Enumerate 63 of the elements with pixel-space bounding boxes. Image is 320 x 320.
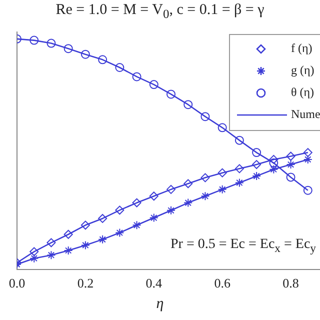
point [149,213,158,222]
point [200,192,210,201]
point [286,152,296,161]
x-tick-label: 0.0 [8,276,26,291]
point [115,62,124,72]
legend-label: f (η) [291,41,312,56]
x-tick-label: 0.4 [146,276,163,291]
point [80,50,90,59]
point [200,112,210,122]
annotation: Pr = 0.5 = Ec = Ec$_{x}$ = Ec$_{y}$ [170,237,316,255]
point [149,192,158,201]
x-tick-label: 0.8 [282,276,299,291]
point [269,164,278,174]
point [166,206,176,215]
point [46,250,56,260]
legend-label: θ (η) [291,85,314,100]
point [184,179,193,188]
point [234,178,244,188]
point [286,172,296,182]
x-axis-title: η [155,296,165,313]
x-tick-label: 0.6 [214,276,231,291]
chart-title: Re = 1.0 = M = V$_{0}$, c = 0.1 = β = γ [54,2,266,22]
point [166,184,176,194]
point [30,36,39,45]
x-tick-label: 0.2 [77,276,94,291]
point [64,230,73,239]
point [218,168,227,178]
point [200,173,210,182]
point [149,80,158,90]
point [286,160,296,170]
point [234,164,244,174]
point [132,72,142,82]
point [269,158,278,168]
point [115,228,124,238]
point [30,254,39,263]
point [218,123,227,132]
point [303,186,312,195]
point [303,148,312,158]
point [98,55,108,64]
point [98,214,108,223]
legend-label: g (η) [291,63,314,78]
point [184,198,193,208]
point [166,90,176,99]
point [98,234,108,244]
point [252,160,262,170]
point [46,238,56,248]
point [115,206,124,215]
point [46,38,56,48]
point [234,136,244,145]
legend-label: Nume [291,107,320,122]
point [132,220,142,230]
point [252,148,262,158]
point [252,172,262,181]
point [80,220,90,230]
point [30,247,39,256]
point [184,100,193,110]
point [64,246,73,255]
point [132,198,142,208]
point [218,184,227,194]
point [269,154,278,164]
point [303,154,312,164]
point [80,240,90,250]
point [64,44,73,54]
